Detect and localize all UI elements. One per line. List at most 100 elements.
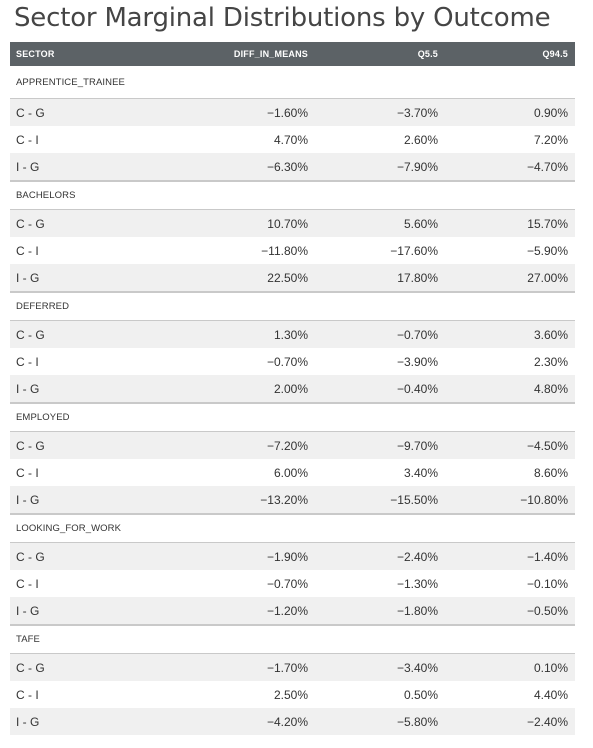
cell-diff-in-means: 2.50% <box>273 687 308 702</box>
table-header: SECTOR DIFF_IN_MEANS Q5.5 Q94.5 <box>10 42 575 66</box>
row-label: C - G <box>16 438 45 453</box>
table-row: I - G 2.00% −0.40% 4.80% <box>10 375 575 402</box>
cell-q94-5: −4.70% <box>526 159 568 174</box>
cell-q94-5: 4.40% <box>533 687 568 702</box>
cell-q94-5: 7.20% <box>533 132 568 147</box>
cell-q5-5: 17.80% <box>397 270 438 285</box>
cell-q94-5: 15.70% <box>527 216 568 231</box>
cell-q94-5: −0.50% <box>526 603 568 618</box>
header-q5-5[interactable]: Q5.5 <box>417 49 438 59</box>
cell-diff-in-means: 1.30% <box>273 327 308 342</box>
table-row: C - I −11.80% −17.60% −5.90% <box>10 237 575 264</box>
row-label: C - G <box>16 660 45 675</box>
table-row: I - G −4.20% −5.80% −2.40% <box>10 708 575 735</box>
group-row: TAFE <box>10 624 575 654</box>
table-row: I - G −13.20% −15.50% −10.80% <box>10 486 575 513</box>
cell-diff-in-means: −0.70% <box>266 354 308 369</box>
cell-q94-5: −2.40% <box>526 714 568 729</box>
cell-diff-in-means: −7.20% <box>266 438 308 453</box>
table-row: C - I −0.70% −3.90% 2.30% <box>10 348 575 375</box>
row-label: I - G <box>16 492 40 507</box>
cell-q94-5: −4.50% <box>526 438 568 453</box>
row-label: C - I <box>16 354 39 369</box>
row-label: C - G <box>16 327 45 342</box>
table-row: I - G −1.20% −1.80% −0.50% <box>10 597 575 624</box>
table-row: C - G −7.20% −9.70% −4.50% <box>10 432 575 459</box>
table-row: I - G 22.50% 17.80% 27.00% <box>10 264 575 291</box>
group-row: DEFERRED <box>10 291 575 321</box>
cell-q5-5: −3.40% <box>396 660 438 675</box>
header-sector[interactable]: SECTOR <box>16 49 55 59</box>
group-row: EMPLOYED <box>10 402 575 432</box>
cell-diff-in-means: −1.90% <box>266 549 308 564</box>
cell-q5-5: −15.50% <box>390 492 438 507</box>
cell-diff-in-means: 22.50% <box>267 270 308 285</box>
table-row: C - G 10.70% 5.60% 15.70% <box>10 210 575 237</box>
row-label: C - I <box>16 243 39 258</box>
cell-q94-5: 3.60% <box>533 327 568 342</box>
cell-q94-5: −5.90% <box>526 243 568 258</box>
cell-diff-in-means: −1.70% <box>266 660 308 675</box>
cell-q94-5: 27.00% <box>527 270 568 285</box>
cell-diff-in-means: 4.70% <box>273 132 308 147</box>
row-label: C - I <box>16 576 39 591</box>
cell-q94-5: 4.80% <box>533 381 568 396</box>
cell-q94-5: 0.10% <box>533 660 568 675</box>
table-row: I - G −6.30% −7.90% −4.70% <box>10 153 575 180</box>
group-row: BACHELORS <box>10 180 575 210</box>
cell-diff-in-means: 10.70% <box>267 216 308 231</box>
row-label: C - G <box>16 105 45 120</box>
cell-q94-5: 2.30% <box>533 354 568 369</box>
cell-q5-5: −0.40% <box>396 381 438 396</box>
cell-q94-5: −0.10% <box>526 576 568 591</box>
cell-q5-5: −5.80% <box>396 714 438 729</box>
row-label: I - G <box>16 714 40 729</box>
cell-q5-5: −1.30% <box>396 576 438 591</box>
table-row: C - G −1.60% −3.70% 0.90% <box>10 99 575 126</box>
cell-q5-5: −0.70% <box>396 327 438 342</box>
cell-q94-5: −10.80% <box>520 492 568 507</box>
cell-diff-in-means: −1.60% <box>266 105 308 120</box>
cell-q94-5: 8.60% <box>533 465 568 480</box>
header-q94-5[interactable]: Q94.5 <box>542 49 568 59</box>
cell-q5-5: −2.40% <box>396 549 438 564</box>
cell-diff-in-means: −6.30% <box>266 159 308 174</box>
row-label: I - G <box>16 381 40 396</box>
table-body: APPRENTICE_TRAINEE C - G −1.60% −3.70% 0.90%… <box>10 66 575 735</box>
group-row: LOOKING_FOR_WORK <box>10 513 575 543</box>
cell-q5-5: −9.70% <box>396 438 438 453</box>
cell-diff-in-means: −13.20% <box>260 492 308 507</box>
cell-q94-5: 0.90% <box>533 105 568 120</box>
row-label: C - G <box>16 549 45 564</box>
cell-q5-5: −17.60% <box>390 243 438 258</box>
cell-q5-5: 2.60% <box>403 132 438 147</box>
table-row: C - G −1.70% −3.40% 0.10% <box>10 654 575 681</box>
cell-diff-in-means: 2.00% <box>273 381 308 396</box>
row-label: I - G <box>16 603 40 618</box>
table-row: C - I −0.70% −1.30% −0.10% <box>10 570 575 597</box>
table-row: C - G −1.90% −2.40% −1.40% <box>10 543 575 570</box>
row-label: I - G <box>16 159 40 174</box>
cell-diff-in-means: −4.20% <box>266 714 308 729</box>
group-row: APPRENTICE_TRAINEE <box>10 66 575 99</box>
cell-q5-5: −3.70% <box>396 105 438 120</box>
row-label: C - I <box>16 687 39 702</box>
table-row: C - I 6.00% 3.40% 8.60% <box>10 459 575 486</box>
row-label: I - G <box>16 270 40 285</box>
cell-q5-5: −7.90% <box>396 159 438 174</box>
table-row: C - I 4.70% 2.60% 7.20% <box>10 126 575 153</box>
cell-q5-5: 3.40% <box>403 465 438 480</box>
row-label: C - I <box>16 132 39 147</box>
cell-diff-in-means: 6.00% <box>273 465 308 480</box>
table-row: C - G 1.30% −0.70% 3.60% <box>10 321 575 348</box>
header-diff-in-means[interactable]: DIFF_IN_MEANS <box>233 49 308 59</box>
distribution-table: SECTOR DIFF_IN_MEANS Q5.5 Q94.5 APPRENTI… <box>10 42 575 735</box>
cell-q5-5: −1.80% <box>396 603 438 618</box>
row-label: C - G <box>16 216 45 231</box>
cell-q5-5: 0.50% <box>403 687 438 702</box>
cell-diff-in-means: −0.70% <box>266 576 308 591</box>
cell-q5-5: 5.60% <box>403 216 438 231</box>
row-label: C - I <box>16 465 39 480</box>
cell-q94-5: −1.40% <box>526 549 568 564</box>
cell-diff-in-means: −1.20% <box>266 603 308 618</box>
